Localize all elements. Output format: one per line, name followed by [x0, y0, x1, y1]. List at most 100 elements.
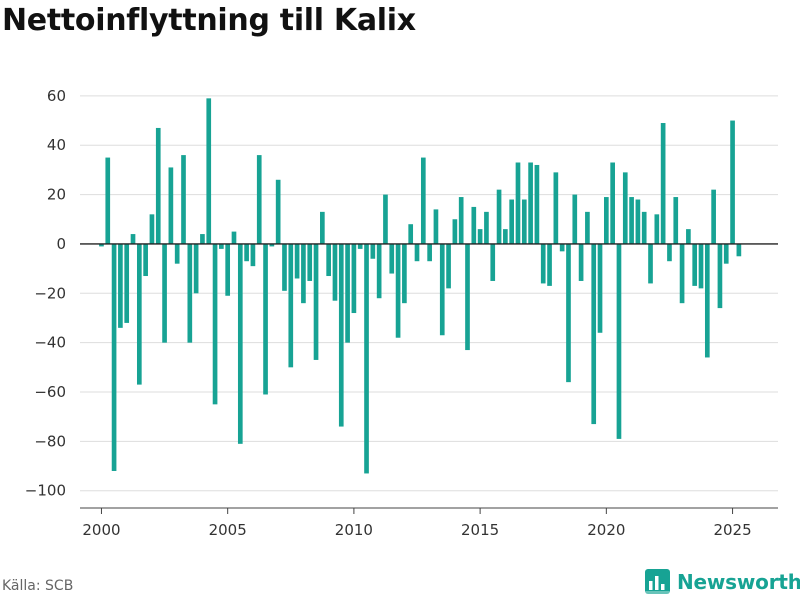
bar — [717, 243, 723, 309]
bar — [301, 243, 306, 304]
x-tick-label: 2005 — [209, 521, 247, 539]
bar-chart: 60 40 20 0 −20 −40 −60 −80 −100 2000 2005 2010 2015 2… — [25, 87, 778, 539]
bar — [673, 197, 679, 244]
bar-chart-badge-icon — [645, 569, 670, 594]
bar — [648, 243, 653, 284]
bar — [143, 243, 148, 277]
bar — [237, 243, 243, 444]
bar — [660, 123, 666, 244]
y-tick-label: 40 — [47, 136, 66, 154]
bar — [370, 243, 376, 259]
bar — [446, 243, 451, 289]
bar — [256, 155, 262, 244]
bar — [376, 243, 382, 299]
bar — [244, 243, 249, 262]
bar — [332, 243, 338, 301]
chart-title: Nettoinflyttning till Kalix — [2, 3, 416, 38]
bar — [553, 172, 559, 244]
y-tick-label: −80 — [34, 432, 66, 450]
bar — [383, 194, 388, 244]
y-tick-label: −100 — [25, 482, 66, 500]
bar — [231, 231, 237, 244]
bar — [181, 155, 186, 244]
bar — [136, 243, 142, 385]
bar — [105, 157, 111, 244]
bar — [578, 243, 584, 281]
bar — [585, 211, 590, 244]
bar — [427, 243, 432, 262]
bar — [730, 120, 735, 244]
bar — [389, 243, 395, 274]
bar — [219, 243, 224, 249]
bar — [471, 206, 477, 244]
bar — [408, 224, 414, 244]
y-tick-label: 0 — [56, 235, 66, 253]
bar — [503, 229, 508, 244]
bar — [604, 197, 609, 244]
bar — [736, 243, 742, 257]
bar — [686, 229, 691, 244]
bar — [496, 189, 502, 244]
bar — [212, 243, 218, 405]
bar — [345, 243, 350, 343]
bar — [206, 98, 212, 244]
bar — [225, 243, 231, 296]
bars — [99, 98, 742, 474]
bar — [313, 243, 319, 360]
bar — [635, 199, 641, 244]
bar — [294, 243, 300, 279]
x-tick-label: 2000 — [82, 521, 120, 539]
bar — [99, 243, 104, 247]
bar — [534, 164, 540, 244]
bar — [711, 189, 716, 244]
bar — [465, 243, 470, 351]
bar — [610, 162, 615, 244]
x-tick-label: 2020 — [587, 521, 625, 539]
bar — [250, 243, 256, 267]
bar — [509, 199, 515, 244]
bar — [149, 214, 155, 244]
source-note: Källa: SCB — [2, 578, 74, 594]
brand-name: Newsworthy — [677, 569, 800, 594]
bar — [540, 243, 546, 284]
bar — [547, 243, 552, 286]
bar — [174, 243, 180, 264]
bar — [118, 243, 123, 328]
bar — [193, 243, 199, 294]
bar — [130, 234, 136, 244]
bar — [641, 211, 647, 244]
bar — [704, 243, 710, 358]
bar — [597, 243, 603, 333]
bar — [282, 243, 287, 291]
bar — [269, 243, 275, 247]
bar — [414, 243, 420, 262]
bar — [288, 243, 294, 368]
bar — [490, 243, 496, 281]
bar — [395, 243, 401, 338]
bar — [111, 243, 117, 471]
bar — [338, 243, 344, 427]
bar — [484, 211, 489, 244]
bar — [320, 211, 325, 244]
bar — [458, 197, 464, 244]
bar — [528, 162, 533, 244]
bar — [477, 229, 483, 244]
x-tick-label: 2025 — [713, 521, 751, 539]
bar — [591, 243, 597, 425]
y-tick-label: −20 — [34, 284, 66, 302]
bar — [698, 243, 704, 289]
bar — [168, 167, 174, 244]
x-tick-label: 2010 — [335, 521, 373, 539]
bar — [515, 162, 521, 244]
bar — [263, 243, 268, 395]
bar — [439, 243, 445, 336]
x-tick-label: 2015 — [461, 521, 499, 539]
bar — [622, 172, 628, 244]
newsworthy-logo[interactable]: Newsworthy — [645, 569, 800, 594]
y-tick-label: 60 — [47, 87, 66, 105]
bar — [420, 157, 426, 244]
bar — [629, 197, 634, 244]
bar — [187, 243, 193, 343]
bar — [200, 234, 205, 244]
bar — [275, 179, 281, 244]
